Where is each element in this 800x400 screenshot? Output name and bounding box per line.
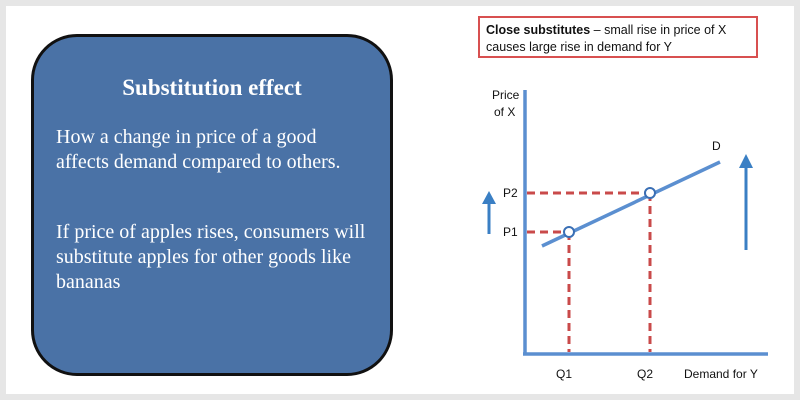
x-axis-label: Demand for Y bbox=[684, 367, 758, 381]
point-p2-q2 bbox=[644, 187, 656, 199]
card-title: Substitution effect bbox=[122, 75, 302, 100]
p2-label: P2 bbox=[503, 186, 518, 200]
callout-line-2: causes large rise in demand for Y bbox=[486, 40, 672, 54]
point-p1-q1 bbox=[563, 226, 575, 238]
substitution-effect-card: Substitution effect How a change in pric… bbox=[31, 34, 393, 376]
card-paragraph-definition: How a change in price of a good affects … bbox=[56, 126, 341, 173]
q2-label: Q2 bbox=[637, 367, 653, 381]
demand-up-arrow-icon bbox=[739, 154, 753, 250]
slide: Substitution effect How a change in pric… bbox=[6, 6, 794, 394]
demand-diagram: Price of X D P2 P1 Q1 Q2 Demand for Y bbox=[482, 88, 768, 381]
p1-label: P1 bbox=[503, 225, 518, 239]
close-substitutes-callout: Close substitutes – small rise in price … bbox=[478, 16, 758, 58]
y-axis-label-line2: of X bbox=[494, 105, 515, 119]
card-paragraph-example: If price of apples rises, consumers will… bbox=[56, 221, 366, 293]
callout-line-1: Close substitutes – small rise in price … bbox=[486, 22, 756, 39]
y-axis-label-line1: Price bbox=[492, 88, 520, 102]
q1-label: Q1 bbox=[556, 367, 572, 381]
callout-bold-term: Close substitutes bbox=[486, 23, 591, 37]
price-up-arrow-icon bbox=[482, 191, 496, 234]
curve-label: D bbox=[712, 139, 721, 153]
callout-rest: – small rise in price of X bbox=[590, 23, 727, 37]
